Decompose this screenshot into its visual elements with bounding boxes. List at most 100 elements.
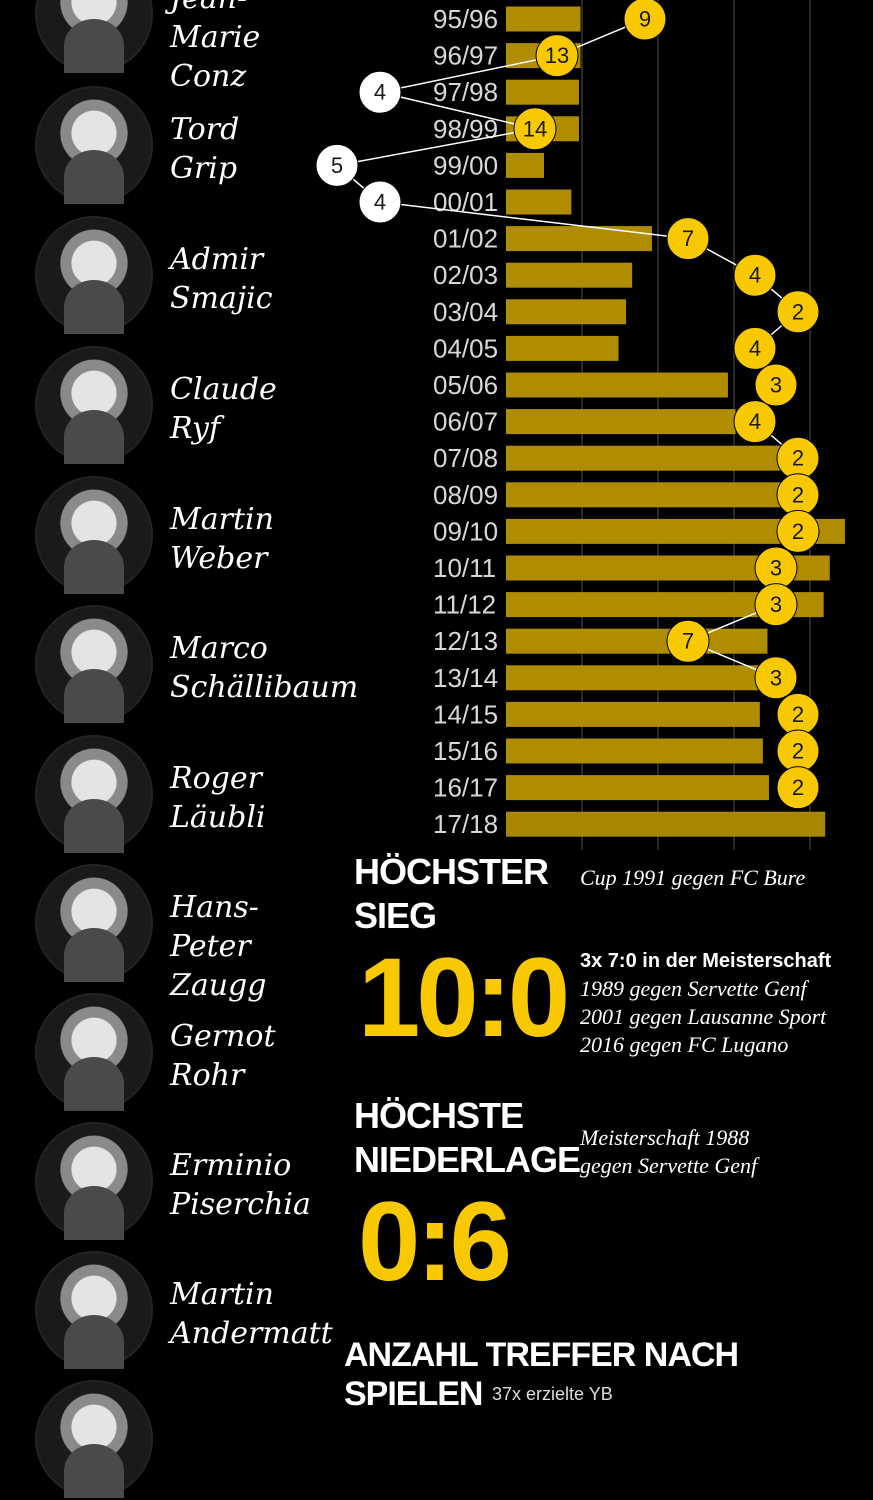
highest-loss-notes: Meisterschaft 1988 gegen Servette Genf bbox=[580, 1124, 757, 1180]
rank-badge-label: 2 bbox=[792, 482, 804, 507]
season-label: 13/14 bbox=[433, 663, 498, 693]
coach-portrait bbox=[35, 86, 153, 204]
win-note-2001: 2001 gegen Lausanne Sport bbox=[580, 1004, 827, 1029]
coach-name: Hans-Peter Zaugg bbox=[170, 890, 267, 1003]
coach-portrait bbox=[35, 476, 153, 594]
coach-item bbox=[0, 1380, 330, 1500]
season-label: 04/05 bbox=[433, 333, 498, 363]
highest-win-heading: HÖCHSTER SIEG bbox=[354, 851, 549, 936]
rank-badge bbox=[733, 253, 777, 297]
rank-badge bbox=[754, 583, 798, 627]
rank-connector bbox=[379, 54, 558, 93]
rank-badge-label: 2 bbox=[792, 739, 804, 764]
season-bar bbox=[506, 445, 789, 471]
season-label: 06/07 bbox=[433, 407, 498, 437]
coach-item: Martin Weber bbox=[0, 476, 330, 596]
season-label: 95/96 bbox=[433, 4, 498, 34]
coach-item: Claude Ryf bbox=[0, 346, 330, 466]
rank-connector bbox=[379, 91, 536, 130]
coach-portrait bbox=[35, 1380, 153, 1498]
season-label: 16/17 bbox=[433, 773, 498, 803]
season-label: 17/18 bbox=[433, 809, 498, 839]
season-label: 97/98 bbox=[433, 77, 498, 107]
rank-badge-label: 4 bbox=[749, 409, 761, 434]
highest-loss-heading: HÖCHSTE NIEDERLAGE bbox=[354, 1095, 581, 1180]
win-note-2016: 2016 gegen FC Lugano bbox=[580, 1032, 789, 1057]
coach-name: Marco Schällibaum bbox=[170, 631, 359, 705]
rank-badge-label: 9 bbox=[639, 7, 651, 32]
rank-badge bbox=[513, 107, 557, 151]
rank-badge-label: 5 bbox=[331, 153, 343, 178]
season-label: 05/06 bbox=[433, 370, 498, 400]
rank-badge bbox=[733, 400, 777, 444]
rank-badge bbox=[358, 70, 402, 114]
coach-item: Roger Läubli bbox=[0, 735, 330, 855]
season-bar bbox=[506, 79, 579, 105]
season-bar bbox=[506, 738, 763, 764]
season-bar bbox=[506, 189, 572, 215]
season-bar bbox=[506, 152, 544, 178]
season-label: 03/04 bbox=[433, 297, 498, 327]
coach-item: Marco Schällibaum bbox=[0, 605, 358, 725]
coach-item: Admir Smajic bbox=[0, 216, 330, 336]
season-label: 01/02 bbox=[433, 224, 498, 254]
season-bar bbox=[506, 665, 762, 691]
season-label: 11/12 bbox=[433, 590, 496, 620]
coach-portrait bbox=[35, 346, 153, 464]
rank-badge bbox=[776, 509, 820, 553]
coach-item: Martin Andermatt bbox=[0, 1251, 333, 1371]
coach-portrait bbox=[35, 605, 153, 723]
season-bar bbox=[506, 6, 581, 32]
rank-badge bbox=[754, 656, 798, 700]
rank-badge bbox=[623, 0, 667, 41]
coach-name: Admir Smajic bbox=[170, 242, 273, 316]
season-label: 07/08 bbox=[433, 443, 498, 473]
rank-badge-label: 2 bbox=[792, 299, 804, 324]
coach-portrait bbox=[35, 1122, 153, 1240]
season-bar bbox=[506, 335, 619, 361]
rank-badge bbox=[315, 143, 359, 187]
coach-item: Erminio Piserchia bbox=[0, 1122, 330, 1242]
rank-badge-label: 2 bbox=[792, 702, 804, 727]
win-note-summary: 3x 7:0 in der Meisterschaft bbox=[580, 950, 832, 972]
coach-portrait bbox=[35, 1251, 153, 1369]
season-label: 15/16 bbox=[433, 736, 498, 766]
rank-badge bbox=[733, 326, 777, 370]
season-bar bbox=[506, 811, 826, 837]
coach-name: Martin Weber bbox=[170, 502, 274, 576]
season-bar bbox=[506, 628, 768, 654]
loss-note-1: Meisterschaft 1988 bbox=[580, 1125, 750, 1150]
coach-name: Gernot Rohr bbox=[170, 1019, 276, 1093]
season-bar bbox=[506, 299, 627, 325]
season-bar bbox=[506, 701, 760, 727]
season-bar bbox=[506, 409, 736, 435]
season-label: 14/15 bbox=[433, 699, 498, 729]
rank-badge-label: 4 bbox=[374, 190, 386, 215]
win-note-cup: Cup 1991 gegen FC Bure bbox=[580, 865, 806, 890]
season-bar-chart: 95/9696/9797/9898/9999/0000/0101/0202/03… bbox=[315, 0, 845, 850]
season-bar bbox=[506, 775, 769, 801]
season-label: 98/99 bbox=[433, 114, 498, 144]
rank-badge-label: 2 bbox=[792, 775, 804, 800]
coach-item: Tord Grip bbox=[0, 86, 330, 206]
rank-connector bbox=[379, 201, 689, 240]
rank-badge-label: 14 bbox=[523, 116, 547, 141]
rank-badge-label: 13 bbox=[545, 43, 569, 68]
rank-badge bbox=[754, 363, 798, 407]
season-bar bbox=[506, 262, 633, 288]
highest-win-score: 10:0 bbox=[358, 935, 570, 1060]
goals-section-subtitle: 37x erzielte YB bbox=[492, 1384, 613, 1404]
rank-badge bbox=[776, 290, 820, 334]
rank-badge-label: 4 bbox=[749, 263, 761, 288]
highest-loss-score: 0:6 bbox=[358, 1179, 512, 1304]
rank-badge-label: 4 bbox=[749, 336, 761, 361]
season-bar bbox=[506, 482, 791, 508]
season-bar bbox=[506, 372, 728, 398]
highest-win-notes: Cup 1991 gegen FC Bure 3x 7:0 in der Mei… bbox=[580, 864, 831, 1059]
coach-name: Martin Andermatt bbox=[170, 1277, 333, 1351]
rank-badge-label: 3 bbox=[770, 665, 782, 690]
coach-name: Erminio Piserchia bbox=[170, 1148, 311, 1222]
coach-name: Claude Ryf bbox=[170, 372, 277, 446]
coach-portrait bbox=[35, 864, 153, 982]
